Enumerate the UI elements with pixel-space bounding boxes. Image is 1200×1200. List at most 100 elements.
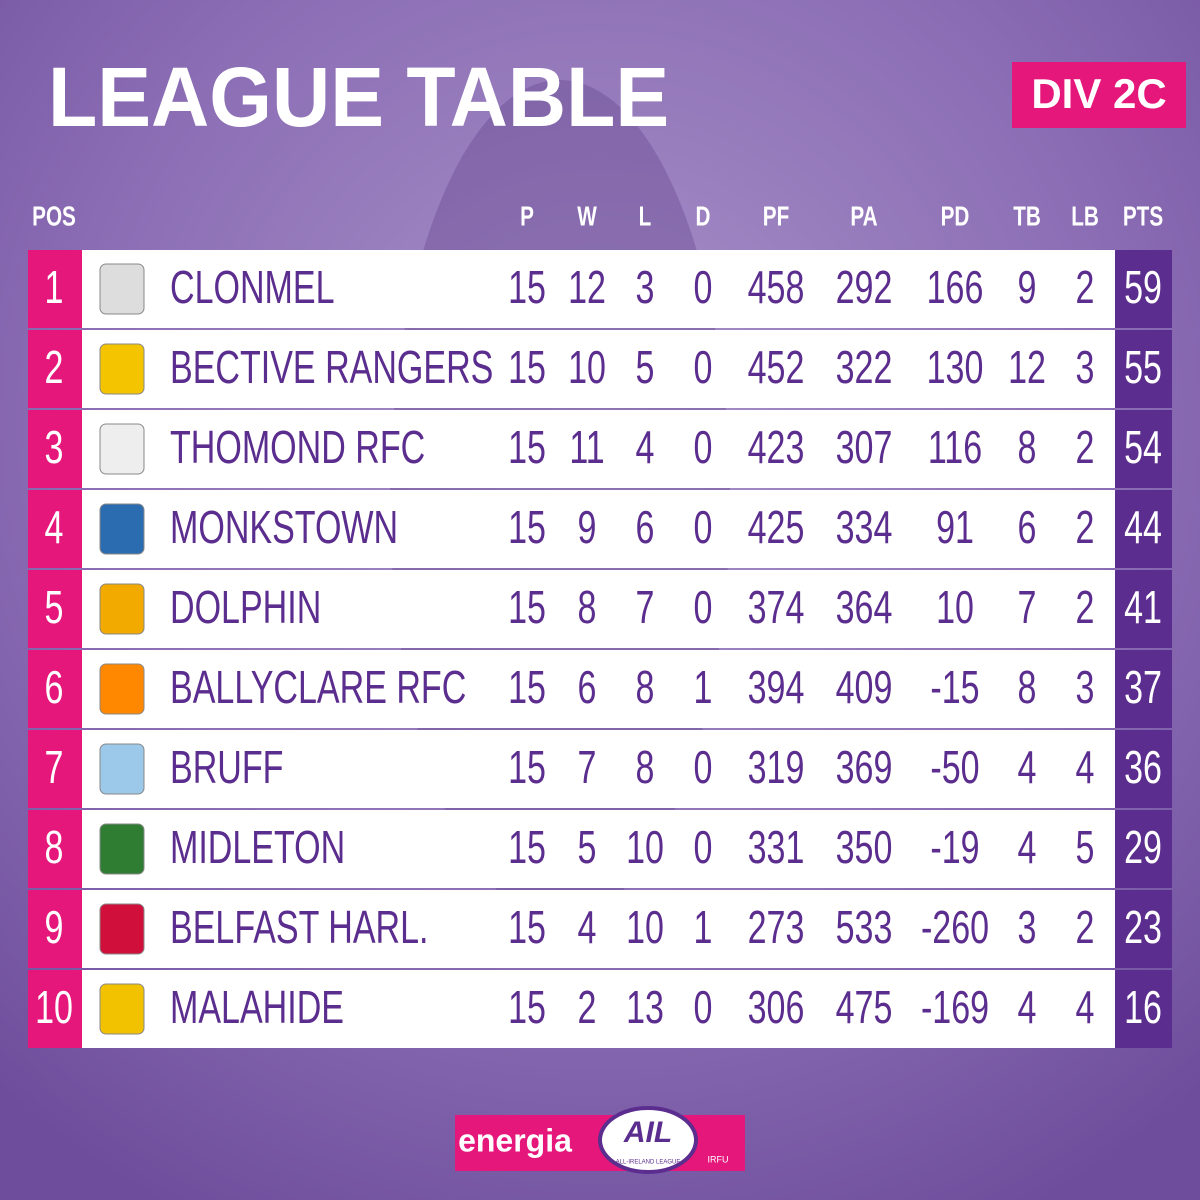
cell-value: 2 (1076, 901, 1095, 953)
position-cell (28, 730, 82, 808)
cell-value: 4 (45, 501, 64, 553)
cell-value: 2 (1076, 501, 1095, 553)
division-label: DIV 2C (1031, 70, 1166, 117)
cell-value: 8 (1018, 661, 1037, 713)
cell-value: 3 (636, 261, 655, 313)
league-full-name: ALL-IRELAND LEAGUE (616, 1160, 681, 1166)
cell-value: 6 (636, 501, 655, 553)
column-header: POS (32, 202, 76, 233)
cell-value: 4 (636, 421, 655, 473)
position-cell (28, 330, 82, 408)
cell-value: 4 (1018, 821, 1037, 873)
points-cell (1115, 650, 1172, 728)
team-logo (99, 983, 145, 1035)
column-header: PF (763, 202, 789, 233)
cell-value: 10 (626, 901, 664, 953)
team-logo (99, 423, 145, 475)
cell-value: 334 (836, 501, 893, 553)
cell-value: 15 (508, 581, 546, 633)
team-name: MIDLETON (170, 821, 345, 873)
position-cell (28, 650, 82, 728)
title: LEAGUE TABLE (48, 51, 669, 145)
cell-value: 5 (1076, 821, 1095, 873)
team-name: CLONMEL (170, 261, 335, 313)
cell-value: 15 (508, 261, 546, 313)
team-logo (99, 263, 145, 315)
union-name: IRFU (708, 1154, 729, 1164)
cell-value: 394 (748, 661, 805, 713)
cell-value: 54 (1124, 421, 1162, 473)
cell-value: 15 (508, 421, 546, 473)
cell-value: 2 (1076, 261, 1095, 313)
cell-value: 3 (1076, 661, 1095, 713)
cell-value: 4 (578, 901, 597, 953)
cell-value: 4 (1018, 741, 1037, 793)
cell-value: 23 (1124, 901, 1162, 953)
cell-value: 3 (45, 421, 64, 473)
cell-value: 307 (836, 421, 893, 473)
points-cell (1115, 410, 1172, 488)
cell-value: 15 (508, 981, 546, 1033)
cell-value: 55 (1124, 341, 1162, 393)
cell-value: 2 (45, 341, 64, 393)
position-cell (28, 410, 82, 488)
cell-value: 4 (1076, 741, 1095, 793)
cell-value: 0 (694, 421, 713, 473)
column-header: W (577, 202, 597, 233)
column-header: PD (941, 202, 970, 233)
cell-value: 322 (836, 341, 893, 393)
points-cell (1115, 890, 1172, 968)
cell-value: 2 (1076, 581, 1095, 633)
cell-value: 319 (748, 741, 805, 793)
cell-value: 130 (927, 341, 984, 393)
column-header: P (520, 202, 534, 233)
cell-value: 423 (748, 421, 805, 473)
position-cell (28, 250, 82, 328)
cell-value: 0 (694, 821, 713, 873)
cell-value: 9 (1018, 261, 1037, 313)
cell-value: 8 (578, 581, 597, 633)
cell-value: 533 (836, 901, 893, 953)
position-cell (28, 490, 82, 568)
cell-value: 10 (35, 981, 73, 1033)
team-name: BELFAST HARL. (170, 901, 428, 953)
position-cell (28, 890, 82, 968)
position-cell (28, 570, 82, 648)
cell-value: 374 (748, 581, 805, 633)
cell-value: 9 (45, 901, 64, 953)
row-background (82, 250, 1115, 328)
cell-value: 0 (694, 501, 713, 553)
cell-value: 116 (928, 421, 982, 473)
row-background (82, 970, 1115, 1048)
points-cell (1115, 490, 1172, 568)
cell-value: 29 (1124, 821, 1162, 873)
cell-value: 59 (1124, 261, 1162, 313)
league-name: AIL (623, 1116, 672, 1149)
cell-value: 0 (694, 581, 713, 633)
team-logo (99, 823, 145, 875)
row-background (82, 730, 1115, 808)
cell-value: 350 (836, 821, 893, 873)
cell-value: 6 (45, 661, 64, 713)
cell-value: 2 (1076, 421, 1095, 473)
column-header: TB (1013, 202, 1041, 233)
cell-value: 12 (568, 261, 606, 313)
cell-value: 3 (1018, 901, 1037, 953)
position-cell (28, 810, 82, 888)
cell-value: 5 (45, 581, 64, 633)
column-header: PTS (1123, 202, 1163, 233)
cell-value: -19 (930, 821, 979, 873)
column-header: D (696, 202, 711, 233)
cell-value: 36 (1124, 741, 1162, 793)
cell-value: 292 (836, 261, 893, 313)
team-name: BECTIVE RANGERS (170, 341, 493, 393)
points-cell (1115, 250, 1172, 328)
team-logo (99, 663, 145, 715)
row-background (82, 810, 1115, 888)
league-oval (598, 1106, 698, 1174)
cell-value: 10 (568, 341, 606, 393)
cell-value: 8 (636, 661, 655, 713)
cell-value: 7 (1018, 581, 1037, 633)
row-background (82, 890, 1115, 968)
cell-value: 15 (508, 661, 546, 713)
